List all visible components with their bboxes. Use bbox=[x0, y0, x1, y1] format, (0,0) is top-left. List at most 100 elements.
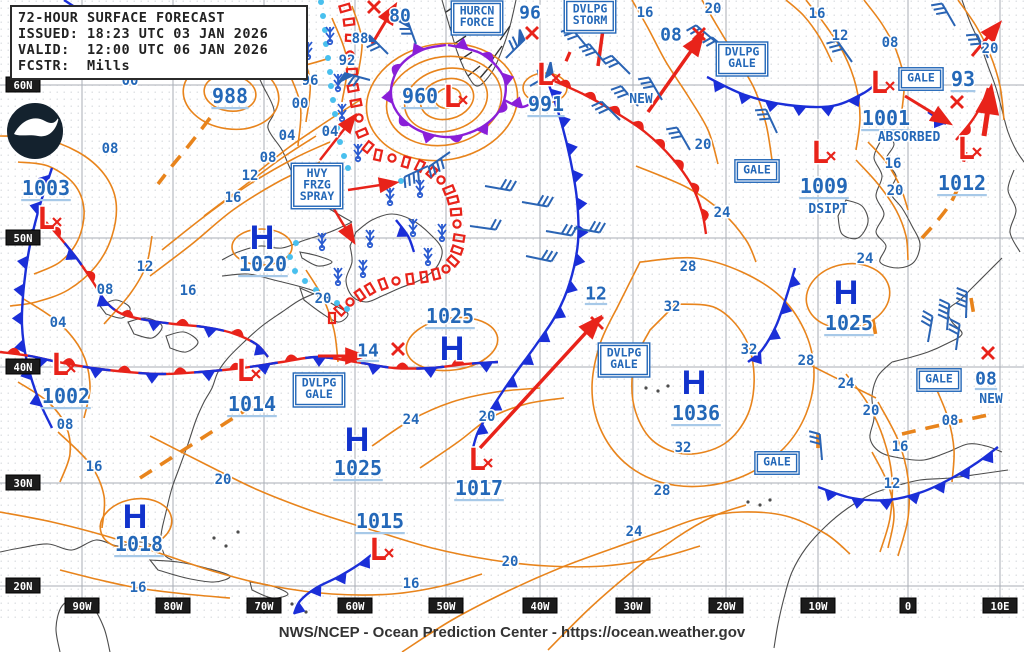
x-mark-layer bbox=[367, 0, 995, 360]
freezing-spray-icon bbox=[333, 73, 343, 93]
pressure-centers: 988 960 L 991L1003L1002L1014L1009L93L100110… bbox=[20, 1, 998, 570]
lat-label: 30N bbox=[14, 478, 33, 490]
wind-barb bbox=[920, 310, 934, 343]
wind-barb bbox=[484, 178, 517, 192]
isobar-label: 16 bbox=[180, 283, 197, 299]
pressure-value: 1018 bbox=[115, 532, 163, 556]
freezing-spray-icons bbox=[303, 26, 447, 287]
isobar-label: 12 bbox=[242, 168, 259, 184]
wind-barb bbox=[395, 18, 417, 45]
wind-barb bbox=[754, 108, 778, 134]
isobar-label: 16 bbox=[130, 580, 147, 596]
freezing-spray-icon bbox=[325, 26, 335, 46]
pressure-value: 960 bbox=[402, 84, 438, 108]
warning-box-gale: GALE bbox=[754, 451, 800, 475]
isobar-label: 08 bbox=[57, 417, 74, 433]
freezing-spray-icon bbox=[437, 223, 447, 243]
warning-text: FORCE bbox=[460, 15, 495, 29]
warning-text: STORM bbox=[573, 13, 608, 27]
isobar-label: 20 bbox=[705, 1, 722, 17]
wind-barb bbox=[337, 72, 371, 87]
lon-label: 10W bbox=[809, 601, 829, 613]
spray-boundary-dots bbox=[287, 0, 404, 312]
lon-label: 30W bbox=[624, 601, 644, 613]
isobar-label: 04 bbox=[322, 124, 339, 140]
low-L: L bbox=[536, 58, 554, 93]
title-block: 72-HOUR SURFACE FORECAST ISSUED: 18:23 U… bbox=[10, 5, 308, 80]
warning-text: SPRAY bbox=[300, 189, 335, 203]
low-center-symbol: L bbox=[49, 347, 76, 385]
wind-barb bbox=[610, 85, 639, 107]
lon-label: 40W bbox=[531, 601, 551, 613]
note-labels: NEW DSIPT ABSORBED NEW bbox=[628, 91, 1005, 409]
pressure-value: 1025 bbox=[426, 304, 474, 328]
warning-text: GALE bbox=[610, 357, 638, 371]
lon-label: 60W bbox=[346, 601, 366, 613]
warning-text: DVLPG bbox=[607, 346, 642, 360]
valid-line: VALID: 12:00 UTC 06 JAN 2026 bbox=[18, 42, 269, 58]
isobar-label: 04 bbox=[50, 315, 67, 331]
x-position-mark bbox=[692, 27, 706, 41]
lat-label: 50N bbox=[14, 233, 33, 245]
noaa-logo bbox=[7, 103, 63, 159]
freezing-spray-icon bbox=[317, 232, 327, 252]
isobar-label: 16 bbox=[86, 459, 103, 475]
warning-text: GALE bbox=[925, 371, 953, 385]
warning-text: DVLPG bbox=[302, 376, 337, 390]
high-H: H bbox=[440, 330, 465, 368]
freezing-spray-icon bbox=[353, 143, 363, 163]
isobar-label: 08 bbox=[102, 141, 119, 157]
isobar-label: 24 bbox=[403, 412, 420, 428]
wind-barb bbox=[427, 151, 451, 178]
note-absorbed: ABSORBED bbox=[878, 130, 941, 145]
note-new: NEW bbox=[629, 92, 653, 107]
isobar-label: 20 bbox=[982, 41, 999, 57]
lat-label: 60N bbox=[14, 80, 33, 92]
low-center-symbol: L bbox=[466, 442, 493, 480]
footer-credit: NWS/NCEP - Ocean Prediction Center - htt… bbox=[278, 624, 746, 641]
isobar-label: 24 bbox=[857, 251, 874, 267]
isobar-label: 88 bbox=[352, 31, 369, 47]
pressure-value: 1014 bbox=[228, 392, 276, 416]
wind-barb bbox=[469, 218, 502, 231]
isobar-label: 32 bbox=[741, 342, 758, 358]
low-L: L bbox=[369, 533, 387, 568]
note-dsipt: DSIPT bbox=[808, 202, 847, 217]
high-H: H bbox=[250, 219, 275, 257]
high-H: H bbox=[682, 364, 707, 402]
wind-barb bbox=[529, 61, 554, 87]
wind-barb bbox=[948, 318, 961, 351]
warning-box-gale: GALE bbox=[916, 368, 962, 392]
freezing-spray-icon bbox=[423, 247, 433, 267]
isobar-label: 16 bbox=[809, 6, 826, 22]
lon-label: 70W bbox=[255, 601, 275, 613]
latlon-labels: 60N 50N 40N 30N 20N 90W 80W 70W 60W 50W 40W 30W 20W 1… bbox=[5, 76, 1018, 614]
low-L: L bbox=[870, 66, 888, 101]
warning-text: FRZG bbox=[303, 177, 331, 191]
pressure-value: 1012 bbox=[938, 171, 986, 195]
isobar-label: 20 bbox=[695, 137, 712, 153]
pressure-value: 1025 bbox=[334, 456, 382, 480]
isobar-label: 24 bbox=[714, 205, 731, 221]
isobar-label: 20 bbox=[479, 409, 496, 425]
isobar-label: 00 bbox=[292, 96, 309, 112]
pressure-value: 1025 bbox=[825, 311, 873, 335]
pressure-value: 80 bbox=[389, 5, 411, 26]
wind-barb bbox=[525, 249, 559, 263]
isobar-label: 20 bbox=[215, 472, 232, 488]
lon-label: 50W bbox=[437, 601, 457, 613]
pressure-value: 988 bbox=[212, 84, 248, 108]
isobar-label: 28 bbox=[654, 483, 671, 499]
wind-barb bbox=[578, 43, 607, 65]
freezing-spray-icon bbox=[385, 187, 395, 207]
freezing-spray-icon bbox=[415, 179, 425, 199]
high-H: H bbox=[123, 498, 148, 536]
pressure-value: 1001 bbox=[862, 106, 910, 130]
lon-label: 10E bbox=[991, 601, 1010, 613]
